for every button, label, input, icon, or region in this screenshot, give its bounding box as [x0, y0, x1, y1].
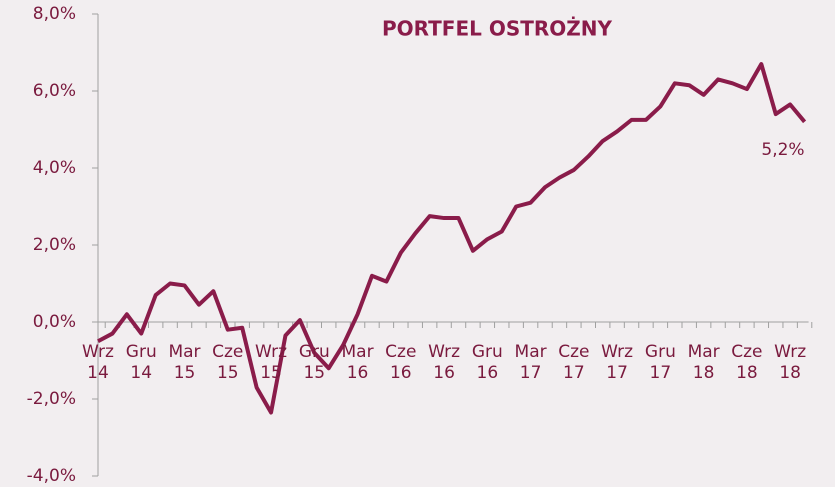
- x-tick-label: Cze 17: [558, 342, 590, 383]
- x-tick-label: Wrz 15: [255, 342, 288, 383]
- x-tick-label: Mar 17: [514, 342, 547, 383]
- x-tick-label: Mar 18: [687, 342, 720, 383]
- x-tick-label: Gru 16: [471, 342, 503, 383]
- x-tick-label: Wrz 14: [82, 342, 114, 383]
- x-tick-label: Wrz 16: [428, 342, 461, 383]
- chart-title: PORTFEL OSTROŻNY: [382, 17, 613, 41]
- y-tick-label: 8,0%: [33, 4, 76, 24]
- x-tick-label: Mar 16: [341, 342, 374, 383]
- y-tick-label: 0,0%: [33, 312, 76, 332]
- x-tick-label: Wrz 18: [774, 342, 807, 383]
- line: [97, 62, 807, 415]
- data-label: 5,2%: [761, 140, 804, 160]
- x-tick-label: Gru 14: [125, 342, 157, 383]
- x-tick-label: Cze 15: [212, 342, 244, 383]
- y-tick-label: 4,0%: [33, 158, 76, 178]
- y-tick-label: -2,0%: [27, 389, 76, 409]
- x-tick-label: Gru 15: [298, 342, 330, 383]
- x-tick-label: Gru 17: [644, 342, 676, 383]
- y-tick-label: -4,0%: [27, 466, 76, 486]
- x-tick-label: Wrz 17: [601, 342, 634, 383]
- x-tick-label: Cze 18: [731, 342, 763, 383]
- x-tick-label: Cze 16: [385, 342, 417, 383]
- y-tick-label: 2,0%: [33, 235, 76, 255]
- y-tick-label: 6,0%: [33, 81, 76, 101]
- x-tick-label: Mar 15: [168, 342, 201, 383]
